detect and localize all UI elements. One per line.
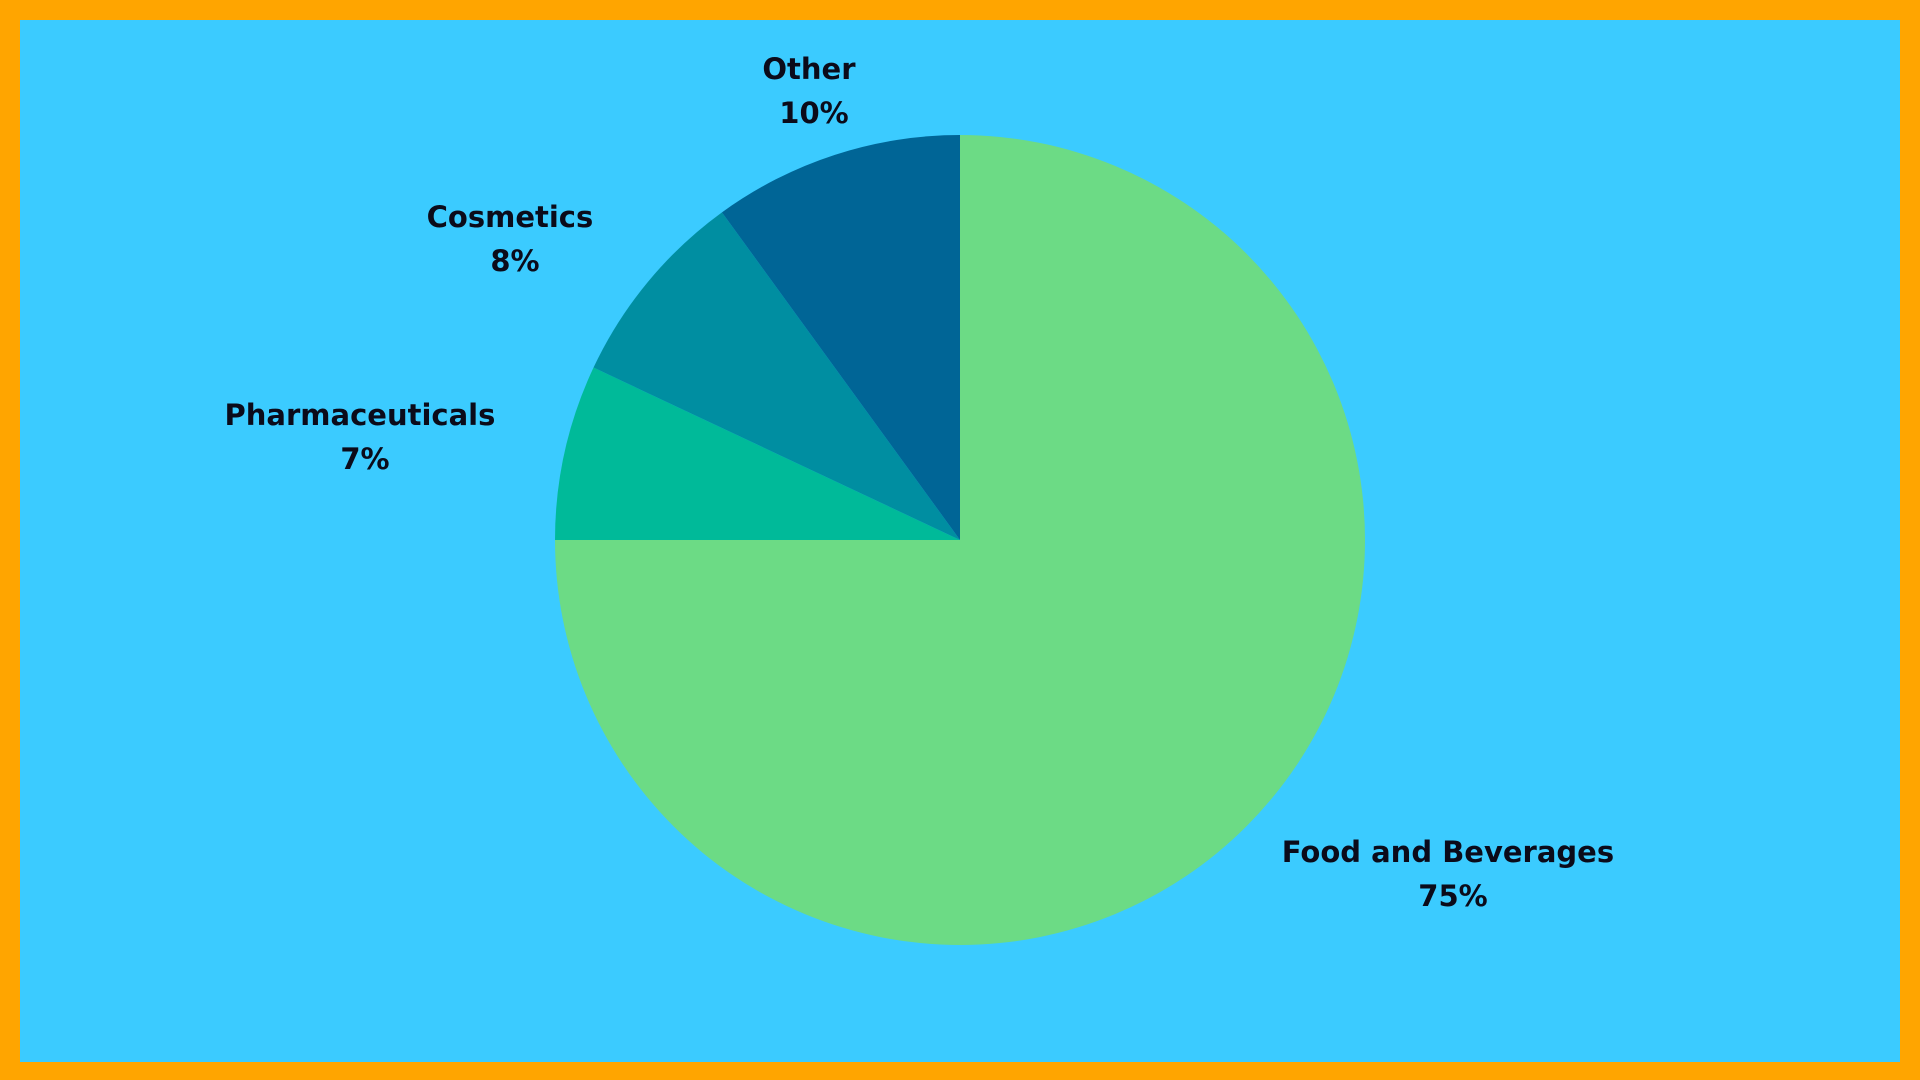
pie-slices (555, 135, 1365, 945)
label-food-and-beverages-value: 75% (1418, 879, 1487, 913)
pie-slice-other (721, 135, 960, 540)
pie-slice-cosmetics (593, 212, 960, 540)
label-food-and-beverages-name: Food and Beverages (1282, 835, 1614, 869)
label-cosmetics-value: 8% (490, 244, 539, 278)
pie-slice-pharmaceuticals (555, 367, 960, 540)
label-other-value: 10% (779, 96, 848, 130)
label-cosmetics-name: Cosmetics (427, 200, 594, 234)
label-pharmaceuticals-value: 7% (340, 442, 389, 476)
label-food-and-beverages: Food and Beverages 75% (1282, 835, 1624, 913)
label-other: Other 10% (762, 52, 865, 130)
label-other-name: Other (762, 52, 856, 86)
label-pharmaceuticals: Pharmaceuticals 7% (225, 398, 506, 476)
label-pharmaceuticals-name: Pharmaceuticals (225, 398, 496, 432)
label-cosmetics: Cosmetics 8% (427, 200, 604, 278)
